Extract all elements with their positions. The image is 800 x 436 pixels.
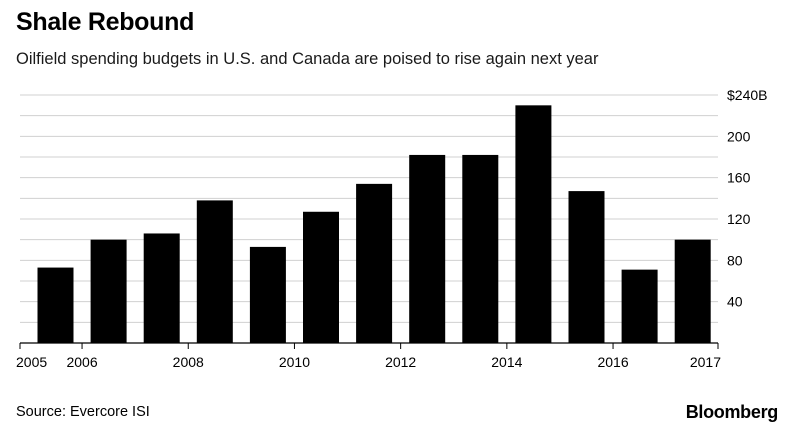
x-tick-label-2006: 2006 xyxy=(66,354,97,370)
bar-2017 xyxy=(674,239,711,343)
bar-2009 xyxy=(249,246,286,343)
y-tick-label-200: 200 xyxy=(727,128,751,144)
x-tick-label-2005: 2005 xyxy=(16,354,47,370)
x-tick-label-2012: 2012 xyxy=(385,354,416,370)
brand-logo: Bloomberg xyxy=(685,402,779,422)
bar-2008 xyxy=(196,200,233,343)
chart-subtitle: Oilfield spending budgets in U.S. and Ca… xyxy=(16,50,599,68)
y-tick-label-120: 120 xyxy=(727,211,751,227)
bar-2007 xyxy=(143,233,180,343)
bars xyxy=(37,105,711,343)
x-tick-label-2016: 2016 xyxy=(597,354,628,370)
bar-2013 xyxy=(462,154,499,343)
y-tick-label-160: 160 xyxy=(727,170,751,186)
y-tick-label-40: 40 xyxy=(727,294,743,310)
source-note: Source: Evercore ISI xyxy=(16,404,150,420)
bar-2010 xyxy=(303,211,339,343)
x-tick-label-2017: 2017 xyxy=(690,354,721,370)
bar-2015 xyxy=(568,191,605,343)
bar-2011 xyxy=(356,183,393,343)
x-tick-label-2010: 2010 xyxy=(279,354,310,370)
bar-2006 xyxy=(90,239,127,343)
y-tick-label-80: 80 xyxy=(727,252,743,268)
axes: 40 80 120 160 200 $240B 2005 2006 2008 2010 2012 20… xyxy=(16,87,767,370)
x-tick-label-2008: 2008 xyxy=(173,354,204,370)
bar-2014 xyxy=(515,105,552,343)
y-tick-label-240: $240B xyxy=(727,87,767,103)
chart-title: Shale Rebound xyxy=(16,8,195,36)
x-tick-label-2014: 2014 xyxy=(491,354,522,370)
bar-2012 xyxy=(409,154,446,343)
bar-2016 xyxy=(621,269,658,343)
bar-2005 xyxy=(37,267,74,343)
